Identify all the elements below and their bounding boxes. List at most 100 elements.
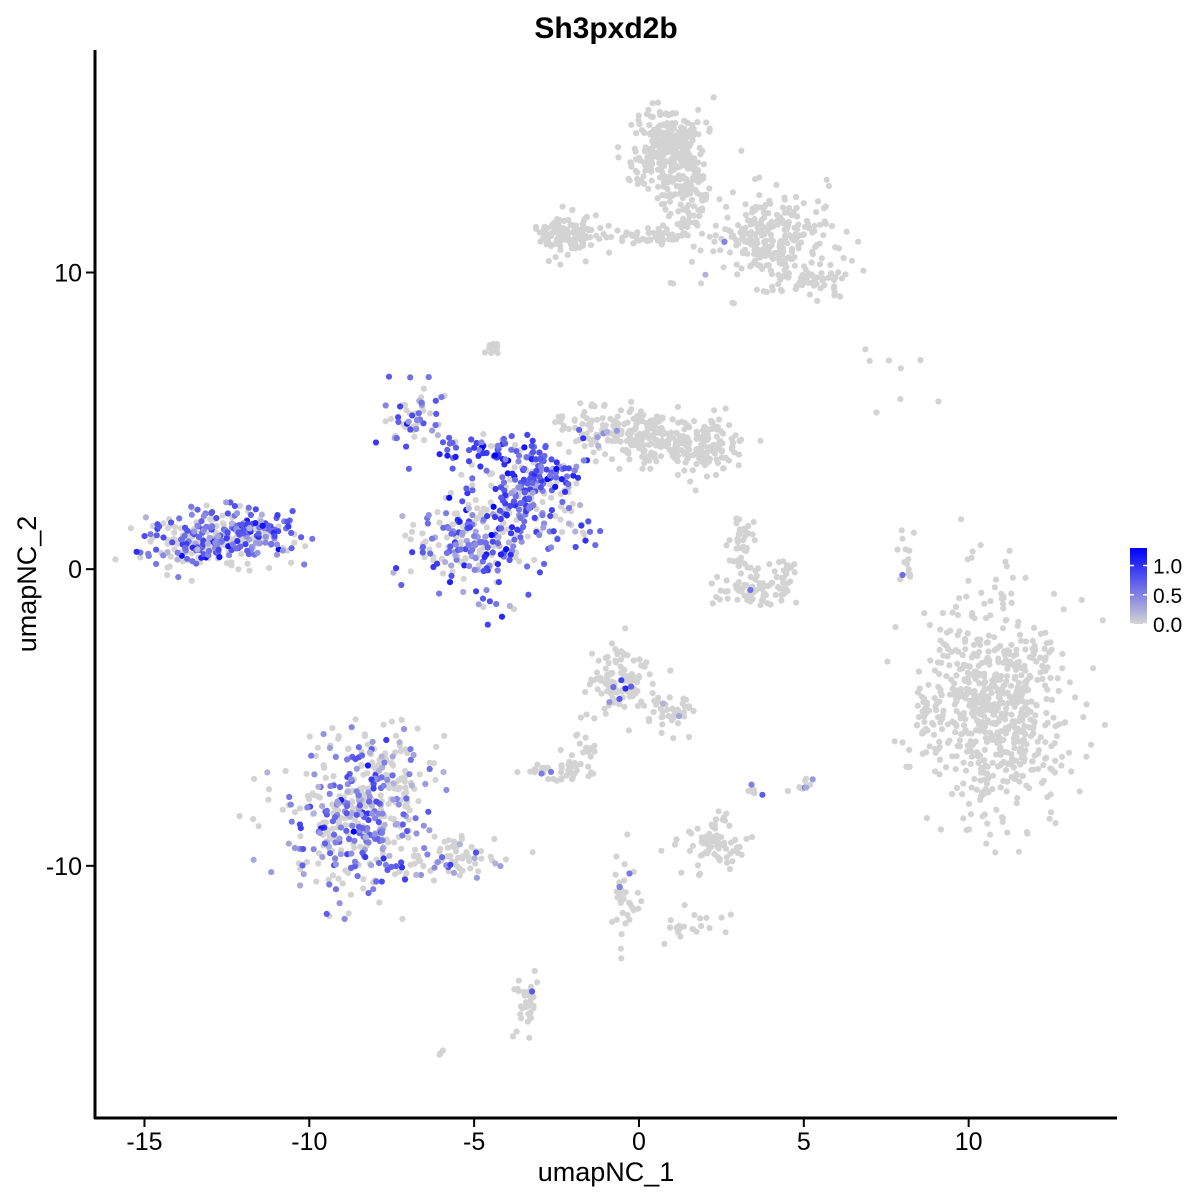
- cell-point: [711, 851, 718, 858]
- cell-point: [717, 834, 725, 841]
- cell-point: [329, 825, 336, 833]
- cell-point: [906, 746, 913, 754]
- cell-point: [793, 599, 800, 606]
- cell-point: [370, 886, 377, 893]
- cell-point: [952, 766, 959, 773]
- cell-point: [780, 579, 787, 587]
- cell-point: [345, 745, 352, 752]
- cell-point: [399, 915, 406, 923]
- cell-point: [350, 828, 357, 835]
- cell-point: [591, 715, 598, 722]
- cell-point: [1083, 753, 1090, 760]
- cell-point: [343, 810, 350, 817]
- cell-point: [469, 511, 476, 519]
- cell-point: [586, 745, 593, 752]
- cell-point: [582, 688, 589, 696]
- cell-point: [771, 568, 778, 575]
- cell-point: [1037, 734, 1044, 741]
- cell-point: [198, 518, 205, 525]
- cell-point: [921, 610, 928, 617]
- cell-point: [727, 850, 734, 857]
- cell-point: [592, 458, 599, 465]
- cell-point: [628, 671, 636, 678]
- cell-point: [458, 835, 465, 843]
- cell-point: [347, 776, 355, 783]
- cell-point: [600, 230, 607, 238]
- cell-point: [503, 546, 510, 553]
- cell-point: [722, 405, 729, 412]
- cell-point: [899, 571, 906, 579]
- cell-point: [223, 499, 230, 506]
- cell-point: [982, 615, 990, 622]
- cell-point: [475, 868, 482, 875]
- cell-point: [767, 267, 774, 274]
- cell-point: [534, 761, 541, 768]
- cell-point: [536, 569, 544, 576]
- cell-point: [1017, 761, 1024, 768]
- cell-point: [475, 601, 482, 608]
- cell-point: [923, 815, 931, 822]
- cell-point: [562, 488, 569, 495]
- cell-point: [565, 481, 572, 488]
- cell-point: [515, 484, 522, 491]
- cell-point: [744, 250, 751, 257]
- cell-point: [480, 603, 487, 611]
- cell-point: [720, 264, 727, 271]
- cell-point: [830, 285, 838, 292]
- legend-tick-label: 0.5: [1153, 585, 1182, 608]
- cell-point: [349, 822, 356, 829]
- cell-point: [987, 598, 994, 605]
- cell-point: [466, 563, 473, 570]
- cell-point: [306, 733, 313, 740]
- cell-point: [683, 422, 691, 429]
- cell-point: [837, 293, 844, 300]
- cell-point: [1005, 700, 1012, 707]
- cell-point: [723, 859, 731, 866]
- cell-point: [398, 581, 405, 589]
- cell-point: [473, 515, 481, 522]
- cell-point: [748, 834, 756, 841]
- cell-point: [813, 209, 820, 216]
- cell-point: [810, 273, 817, 280]
- cell-point: [559, 498, 566, 506]
- cell-point: [669, 416, 676, 423]
- cell-point: [549, 224, 557, 231]
- cell-point: [402, 767, 409, 775]
- cell-point: [1044, 686, 1051, 693]
- cell-point: [929, 720, 936, 727]
- cell-point: [608, 640, 616, 647]
- cell-point: [200, 541, 207, 548]
- cell-point: [581, 233, 588, 240]
- cell-point: [236, 502, 243, 509]
- cell-point: [506, 476, 513, 483]
- cell-point: [548, 507, 556, 514]
- cell-point: [687, 180, 694, 188]
- cell-point: [647, 440, 655, 447]
- cell-point: [989, 732, 996, 739]
- cell-point: [420, 862, 427, 870]
- cell-point: [420, 437, 428, 444]
- cell-point: [954, 742, 961, 750]
- cell-point: [616, 879, 623, 886]
- cell-point: [526, 1001, 533, 1008]
- cell-point: [753, 587, 760, 594]
- cell-point: [348, 810, 355, 817]
- cell-point: [209, 508, 216, 516]
- cell-point: [369, 810, 376, 817]
- cell-point: [1022, 747, 1029, 754]
- cell-point: [393, 732, 400, 739]
- cell-point: [811, 244, 819, 251]
- cell-point: [936, 744, 943, 751]
- cell-point: [425, 511, 432, 519]
- cell-point: [452, 444, 460, 451]
- cell-point: [977, 765, 985, 773]
- cell-point: [417, 858, 424, 865]
- cell-point: [638, 438, 645, 445]
- cell-point: [1083, 701, 1090, 708]
- cell-point: [374, 835, 381, 843]
- cell-point: [203, 502, 210, 509]
- y-axis-label: umapNC_2: [12, 516, 42, 653]
- cell-point: [649, 100, 656, 107]
- cell-point: [775, 584, 782, 591]
- cell-point: [962, 646, 969, 653]
